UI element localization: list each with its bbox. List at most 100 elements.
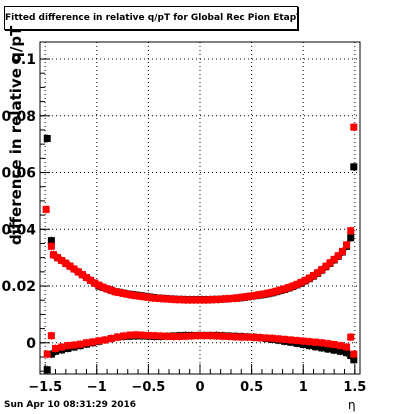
data-point-1 xyxy=(248,292,256,300)
data-point-1 xyxy=(175,333,183,341)
data-point-1 xyxy=(225,333,233,341)
data-point-1 xyxy=(107,286,115,294)
data-point-1 xyxy=(347,227,355,235)
x-axis-label: η xyxy=(348,398,356,412)
data-point-1 xyxy=(334,252,342,260)
data-point-1 xyxy=(165,295,173,303)
data-point-1 xyxy=(219,332,227,340)
data-point-1 xyxy=(66,262,74,270)
data-point-0 xyxy=(47,237,55,245)
data-point-1 xyxy=(99,283,107,291)
data-point-1 xyxy=(47,242,55,250)
data-point-1 xyxy=(138,331,146,339)
x-tick-label: −1 xyxy=(87,380,107,395)
data-point-1 xyxy=(149,294,157,302)
data-point-1 xyxy=(322,262,330,270)
x-tick-label: 1 xyxy=(299,380,308,395)
data-point-1 xyxy=(219,295,227,303)
y-tick-label: 0.08 xyxy=(1,109,36,125)
data-point-1 xyxy=(343,343,351,351)
data-point-1 xyxy=(305,338,313,346)
data-point-1 xyxy=(169,295,177,303)
y-tick-label: 0 xyxy=(26,336,36,352)
data-point-1 xyxy=(281,285,289,293)
data-point-1 xyxy=(64,342,72,350)
data-point-1 xyxy=(186,296,194,304)
data-point-1 xyxy=(153,294,161,302)
x-tick-label: 0.5 xyxy=(240,380,263,395)
data-point-1 xyxy=(318,339,326,347)
data-point-1 xyxy=(132,292,140,300)
data-point-1 xyxy=(310,272,318,280)
data-point-1 xyxy=(144,331,152,339)
plot-frame xyxy=(39,41,361,375)
data-point-1 xyxy=(272,287,280,295)
data-point-1 xyxy=(250,333,258,341)
data-point-1 xyxy=(177,296,185,304)
data-point-1 xyxy=(78,271,86,279)
data-point-0 xyxy=(324,345,332,353)
data-point-1 xyxy=(173,296,181,304)
data-point-1 xyxy=(239,293,247,301)
data-point-1 xyxy=(231,333,239,341)
data-point-1 xyxy=(338,247,346,255)
data-point-1 xyxy=(157,295,165,303)
data-point-1 xyxy=(305,274,313,282)
data-point-1 xyxy=(256,334,264,342)
data-point-1 xyxy=(262,334,270,342)
data-point-1 xyxy=(107,335,115,343)
data-point-1 xyxy=(169,333,177,341)
data-point-1 xyxy=(287,336,295,344)
x-tick-label: 0 xyxy=(195,380,204,395)
data-point-1 xyxy=(70,341,78,349)
data-point-1 xyxy=(144,293,152,301)
data-point-1 xyxy=(194,332,202,340)
data-point-1 xyxy=(188,332,196,340)
data-point-0 xyxy=(43,134,51,142)
y-tick-label: 0.1 xyxy=(11,52,36,68)
data-point-1 xyxy=(330,255,338,263)
data-point-1 xyxy=(285,283,293,291)
data-point-1 xyxy=(293,337,301,345)
data-point-1 xyxy=(115,289,123,297)
data-point-1 xyxy=(198,296,206,304)
data-point-1 xyxy=(126,331,134,339)
data-point-1 xyxy=(324,340,332,348)
data-point-1 xyxy=(136,292,144,300)
chart-title: Fitted difference in relative q/pT for G… xyxy=(4,6,298,30)
data-point-1 xyxy=(227,295,235,303)
data-point-1 xyxy=(120,289,128,297)
data-point-1 xyxy=(297,278,305,286)
data-point-1 xyxy=(161,295,169,303)
data-point-1 xyxy=(95,281,103,289)
data-point-1 xyxy=(213,332,221,340)
data-point-1 xyxy=(200,332,208,340)
data-point-0 xyxy=(312,343,320,351)
data-point-1 xyxy=(293,280,301,288)
data-point-1 xyxy=(190,296,198,304)
data-point-1 xyxy=(74,268,82,276)
data-point-1 xyxy=(132,331,140,339)
data-point-1 xyxy=(274,335,282,343)
data-point-1 xyxy=(43,350,51,358)
data-point-1 xyxy=(243,293,251,301)
data-point-1 xyxy=(281,335,289,343)
data-point-1 xyxy=(82,274,90,282)
data-point-1 xyxy=(140,293,148,301)
data-point-1 xyxy=(268,288,276,296)
y-tick-label: 0.06 xyxy=(1,166,36,182)
data-point-1 xyxy=(54,254,62,262)
data-point-1 xyxy=(42,205,50,213)
data-point-1 xyxy=(128,291,136,299)
data-point-0 xyxy=(318,344,326,352)
data-point-0 xyxy=(350,163,358,171)
data-point-1 xyxy=(210,296,218,304)
data-point-1 xyxy=(70,265,78,273)
data-point-1 xyxy=(194,296,202,304)
x-tick-label: 1.5 xyxy=(343,380,366,395)
data-point-1 xyxy=(206,332,214,340)
data-point-1 xyxy=(268,334,276,342)
y-axis-label: difference in relative q/pT xyxy=(7,25,25,245)
data-point-1 xyxy=(301,276,309,284)
data-point-1 xyxy=(318,266,326,274)
